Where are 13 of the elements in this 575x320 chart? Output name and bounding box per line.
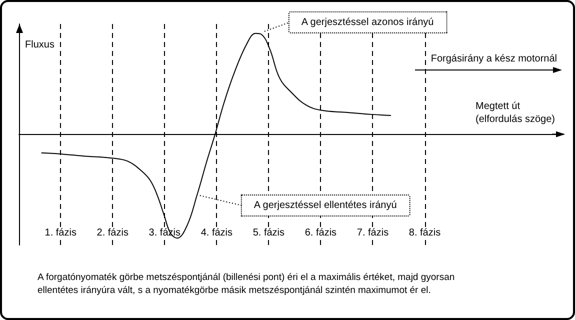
x-tick-label: 4. fázis	[200, 228, 233, 238]
x-tick-label: 5. fázis	[252, 228, 285, 238]
annotation: Forgásirány a kész motornál	[430, 54, 558, 64]
x-tick-label: 1. fázis	[44, 228, 76, 238]
y-axis-title: Fluxus	[25, 40, 54, 50]
text: A forgatónyomaték görbe metszéspontjánál (billenési pont) éri el a maximális értéket, majd gyorsan ellentétes irányúra vált, s a nyomatékgörbe másik metszéspontjánál szintén maximumot ér el.	[38, 272, 458, 296]
x-axis-title: Megtett út (elfordulás szöge)	[476, 101, 555, 125]
x-tick-label: 6. fázis	[304, 228, 337, 238]
annotation: A gerjesztéssel ellentétes irányú	[254, 200, 397, 212]
x-tick-label: 8. fázis	[408, 228, 441, 238]
x-tick-label: 7. fázis	[356, 228, 389, 238]
x-tick-label: 2. fázis	[96, 228, 128, 238]
annotation: A gerjesztéssel azonos irányú	[301, 16, 434, 28]
